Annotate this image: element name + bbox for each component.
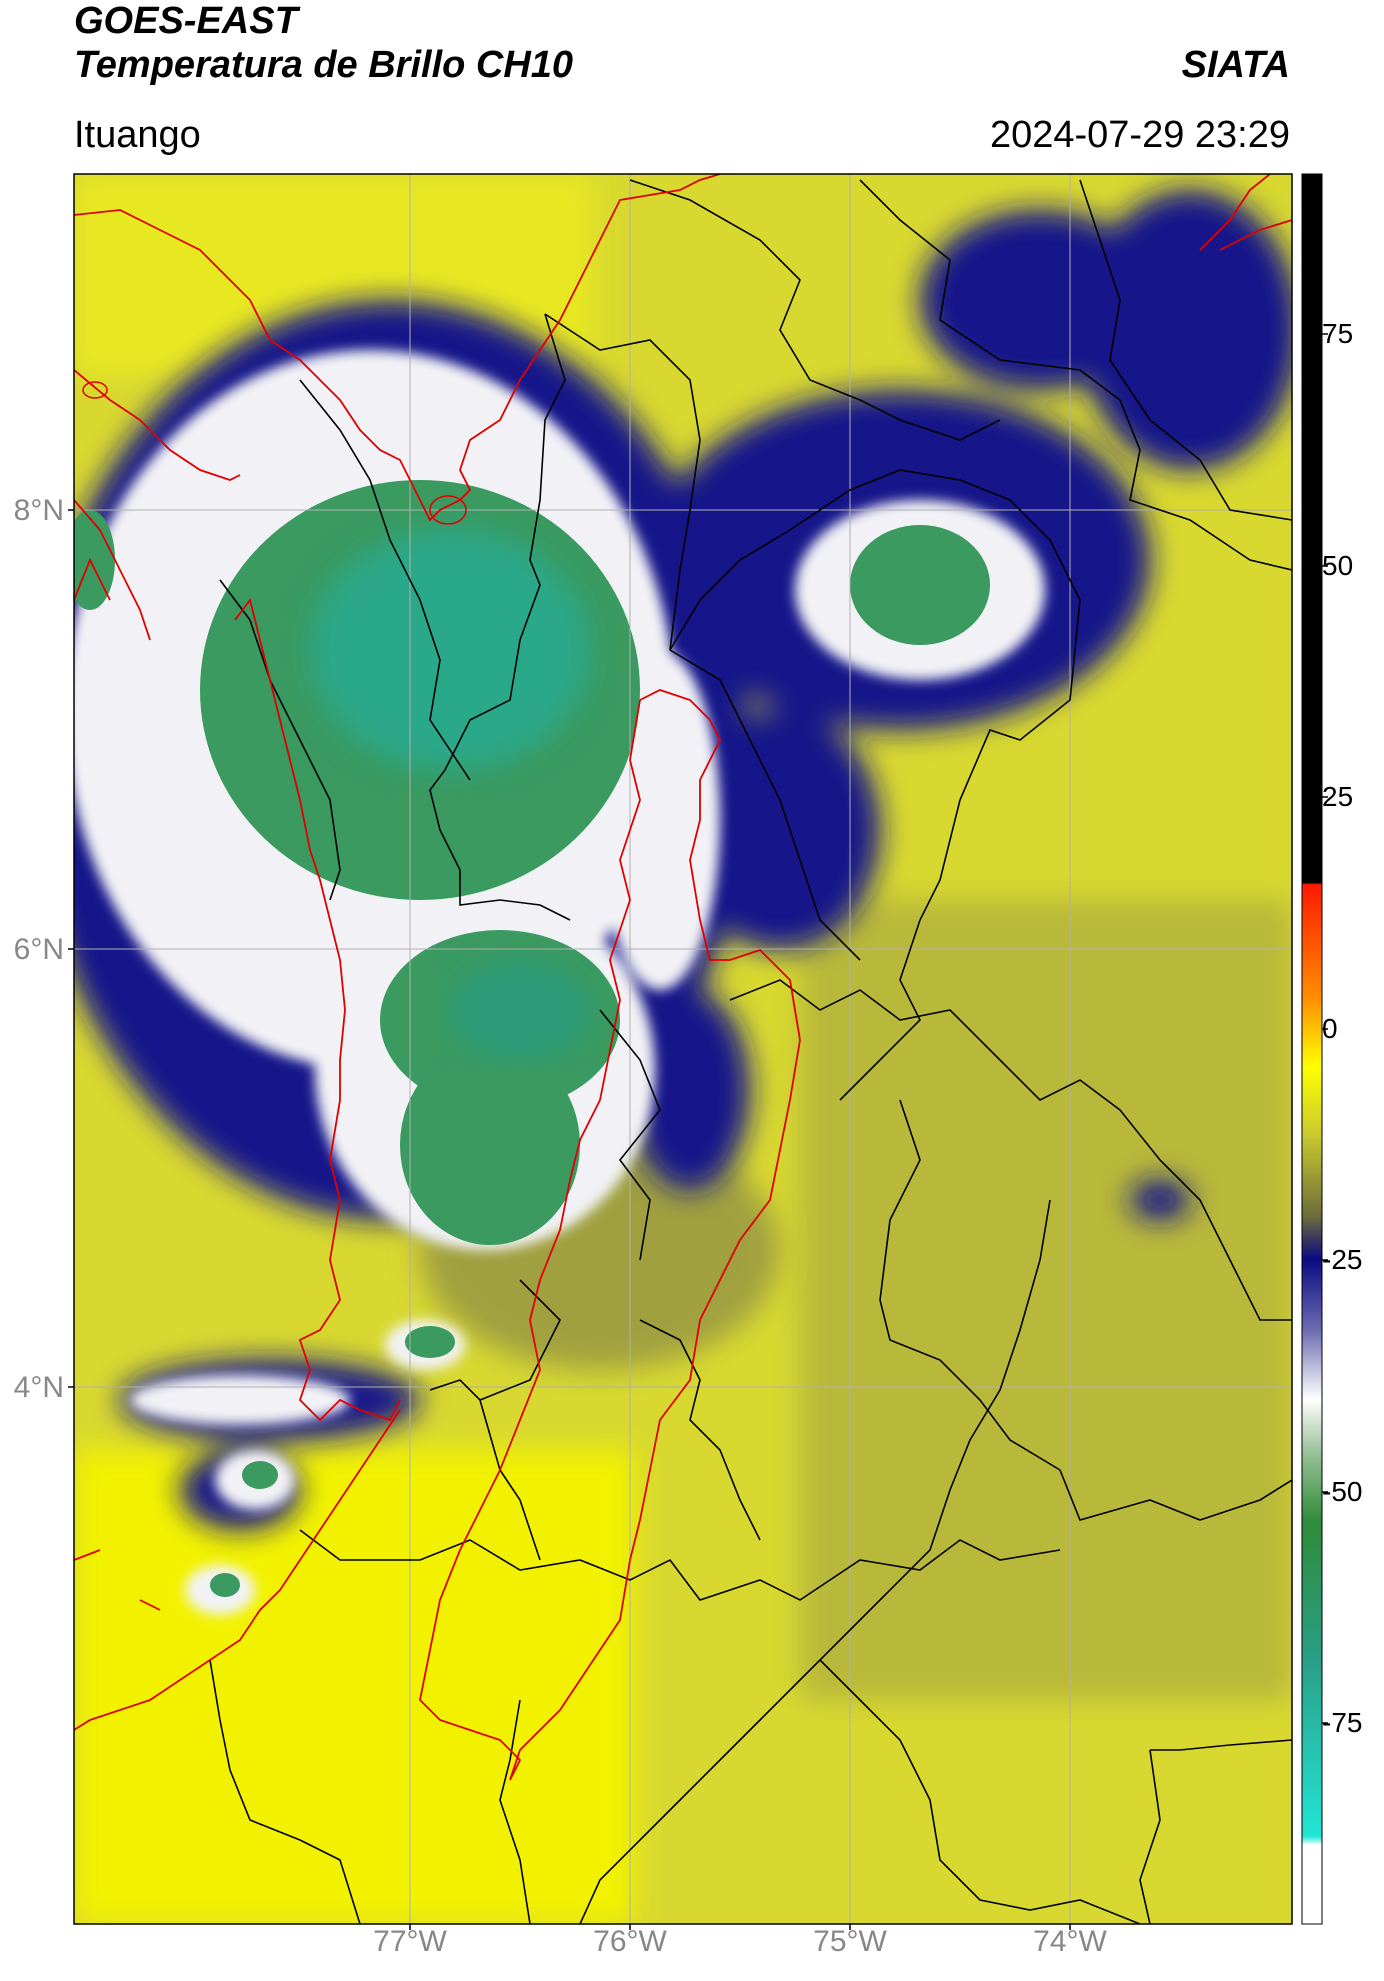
colorbar-tick-label: 0 — [1322, 1013, 1338, 1044]
country-boundaries — [74, 174, 1292, 1781]
lat-label-6n: 6°N — [13, 933, 64, 966]
colorbar-tick-label: 25 — [1322, 781, 1354, 812]
lon-label-75w: 75°W — [813, 1925, 887, 1958]
timestamp-label: 2024-07-29 23:29 — [989, 114, 1290, 156]
colorbar-tick-label: -50 — [1322, 1476, 1363, 1507]
title-product: Temperatura de Brillo CH10 — [74, 44, 574, 86]
map-frame — [73, 173, 1293, 1925]
colorbar — [1301, 173, 1323, 1925]
lat-label-8n: 8°N — [13, 494, 64, 527]
lon-label-74w: 74°W — [1033, 1925, 1107, 1958]
brand-label: SIATA — [1181, 44, 1290, 86]
satellite-image — [74, 174, 1292, 1924]
colorbar-tick-label: -75 — [1322, 1707, 1363, 1738]
location-label: Ituango — [74, 114, 201, 156]
admin-boundaries — [209, 179, 1292, 1924]
lon-label-76w: 76°W — [593, 1925, 667, 1958]
graticule — [74, 174, 1292, 1924]
colorbar-ticks — [1322, 333, 1328, 1724]
title-satellite: GOES-EAST — [74, 0, 298, 42]
colorbar-tick-label: 50 — [1322, 550, 1354, 581]
lon-label-77w: 77°W — [373, 1925, 447, 1958]
colorbar-tick-label: -25 — [1322, 1244, 1363, 1275]
lat-label-4n: 4°N — [13, 1371, 64, 1404]
colorbar-tick-label: 75 — [1322, 318, 1354, 349]
